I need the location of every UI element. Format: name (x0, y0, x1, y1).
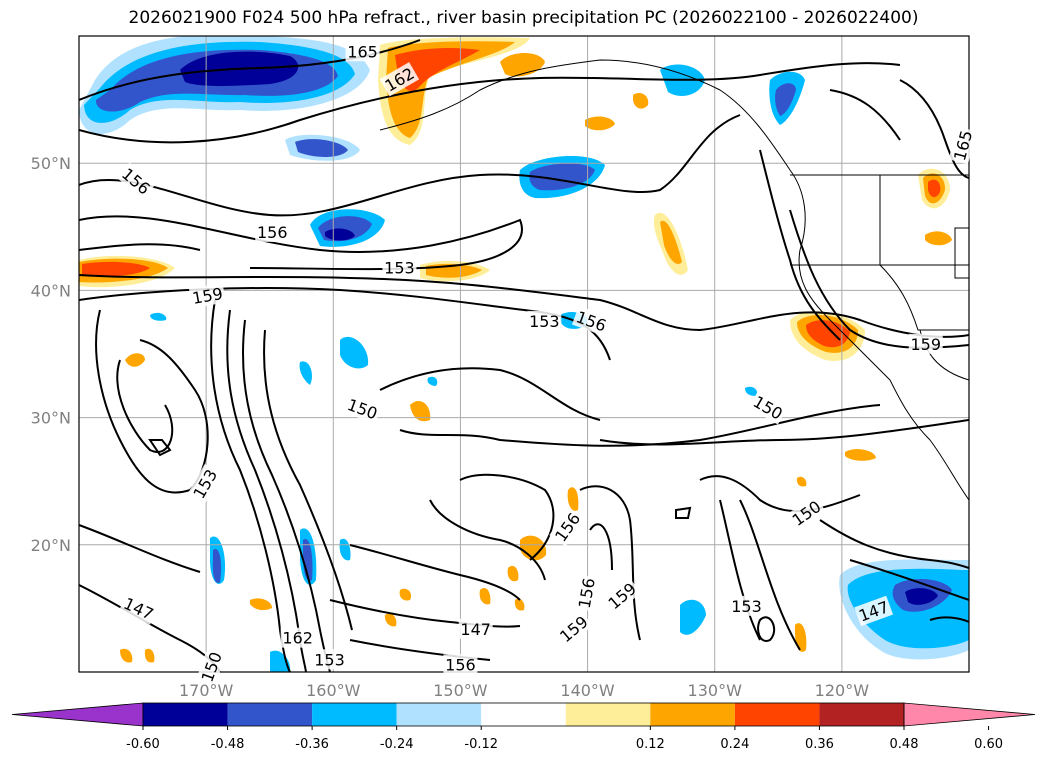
latitude-tick-label: 30°N (31, 409, 71, 428)
height-contours (79, 39, 969, 672)
colorbar-segment (143, 703, 228, 726)
contour-label-bg (602, 577, 642, 615)
latitude-tick-label: 50°N (31, 154, 71, 173)
contour-label-group: 153 (382, 257, 417, 278)
contour-label-group: 159 (908, 333, 943, 354)
longitude-tick-label: 120°W (815, 681, 870, 700)
contour-label: 159 (910, 335, 941, 354)
colorbar-tick-label: -0.36 (295, 737, 329, 752)
contour-label-bg (187, 464, 223, 504)
colorbar-tick-label: -0.48 (211, 737, 245, 752)
colorbar-extend-low (11, 702, 144, 727)
contour-label-bg (343, 393, 382, 424)
contour-label-bg (196, 647, 227, 687)
colorbar-segment (481, 703, 566, 726)
longitude-labels: 170°W 160°W 150°W 140°W 130°W 120°W (179, 681, 869, 700)
colorbar: -0.60 -0.48 -0.36 -0.24 -0.12 0.12 0.24 0.36 0.4… (11, 702, 1036, 752)
contour-label-bg (255, 221, 290, 242)
contour-label: 147 (460, 620, 491, 639)
contour-label-group: 156 (255, 221, 290, 242)
contour-label-bg (729, 595, 764, 616)
contour-label-bg (458, 618, 493, 639)
latitude-tick-label: 40°N (31, 281, 71, 300)
contour-label-bg (908, 333, 943, 354)
contour-label-group: 162 (280, 627, 315, 648)
contour-label: 156 (445, 655, 476, 674)
contour-label-bg (119, 592, 159, 625)
contour-label-group: 147 (458, 618, 493, 639)
contour-label-bg (527, 310, 562, 331)
colorbar-segment (396, 703, 482, 726)
contour-label-bg (345, 41, 380, 62)
contour-label: 162 (282, 629, 313, 648)
contour-label-group: 156 (443, 654, 478, 675)
latitude-labels: 20°N 30°N 40°N 50°N (31, 154, 71, 555)
contour-label-group: 153 (312, 649, 347, 670)
contour-label: 156 (257, 223, 288, 242)
colorbar-segment (565, 703, 651, 726)
colorbar-tick-label: 0.12 (636, 737, 665, 752)
colorbar-tick-label: -0.60 (126, 737, 160, 752)
contour-label-bg (786, 495, 826, 531)
contour-label-group: 165 (345, 41, 380, 62)
contour-label-bg (748, 390, 788, 425)
longitude-tick-label: 130°W (688, 681, 743, 700)
contour-label: 153 (314, 650, 345, 669)
page-title: 2026021900 F024 500 hPa refract., river … (128, 8, 919, 28)
contour-label: 153 (529, 312, 560, 331)
contour-label-bg (549, 507, 586, 547)
colorbar-tick-label: 0.24 (720, 737, 749, 752)
contour-label-group: 153 (729, 595, 764, 616)
longitude-tick-label: 140°W (560, 681, 615, 700)
contour-label-bg (571, 305, 611, 337)
contour-label-bg (116, 162, 156, 200)
longitude-tick-label: 150°W (433, 681, 488, 700)
contour-label-group: 156 (573, 574, 600, 612)
colorbar-segment (650, 703, 735, 726)
contour-label-bg (573, 574, 600, 612)
colorbar-extend-high (903, 702, 1036, 727)
contour-label: 153 (731, 597, 762, 616)
longitude-tick-label: 170°W (179, 681, 234, 700)
contour-label-bg (188, 282, 226, 309)
contour-label-bg (382, 257, 417, 278)
contour-label-bg (948, 126, 977, 165)
colorbar-segment (227, 703, 313, 726)
colorbar-tick-label: 0.60 (974, 737, 1003, 752)
contour-label-bg (443, 654, 478, 675)
contour-label: 165 (347, 42, 378, 61)
colorbar-tick-label: 0.48 (890, 737, 919, 752)
colorbar-segment (819, 703, 904, 726)
contour-label: 153 (384, 259, 415, 278)
colorbar-segment (312, 703, 397, 726)
colorbar-segment (734, 703, 820, 726)
contour-label-bg (554, 610, 594, 648)
colorbar-outline (142, 702, 905, 727)
contour-label-bg (854, 595, 894, 627)
colorbar-tick-label: -0.24 (380, 737, 414, 752)
contour-label-group: 153 (527, 310, 562, 331)
contour-label-bg (280, 627, 315, 648)
contour-label-bg (312, 649, 347, 670)
colorbar-tick-label: 0.36 (805, 737, 834, 752)
longitude-tick-label: 160°W (306, 681, 361, 700)
map-frame (78, 35, 970, 673)
colorbar-tick-label: -0.12 (464, 737, 498, 752)
contour-label-bg (379, 62, 420, 97)
latitude-tick-label: 20°N (31, 536, 71, 555)
